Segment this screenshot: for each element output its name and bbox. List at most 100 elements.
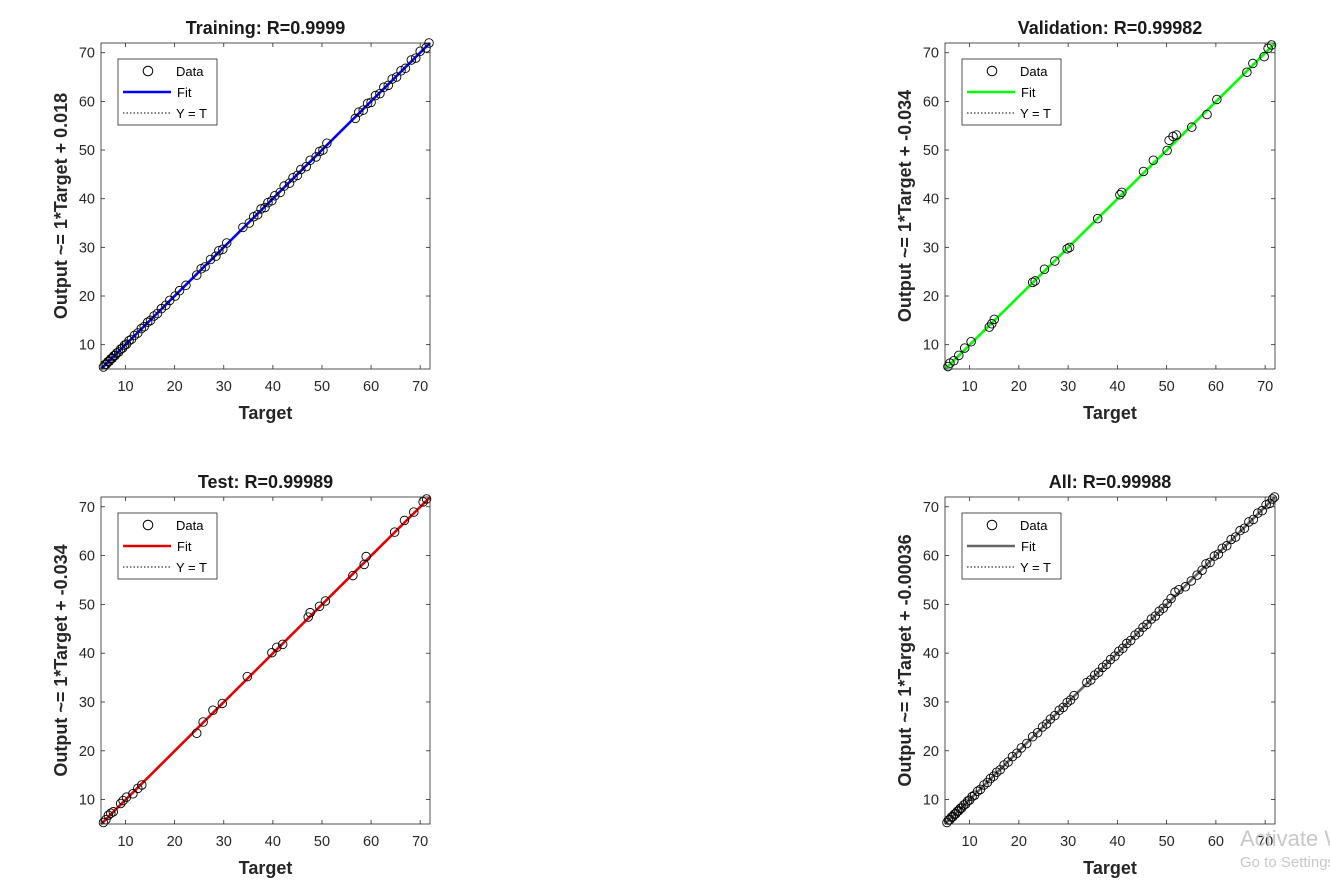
data-point <box>1235 525 1245 536</box>
legend: Data Fit Y = T <box>117 512 218 580</box>
data-point <box>242 671 253 682</box>
data-point <box>314 601 325 612</box>
data-point <box>108 807 119 817</box>
data-point <box>270 191 280 201</box>
data-point <box>984 322 995 332</box>
data-point <box>1226 534 1236 545</box>
data-point <box>1064 242 1075 253</box>
data-point <box>149 311 159 321</box>
axes-box <box>100 42 431 370</box>
data-point <box>103 810 114 820</box>
data-point <box>966 337 976 347</box>
data-point <box>1162 145 1172 156</box>
y-tick-label: 30 <box>79 695 95 711</box>
legend: Data Fit Y = T <box>117 58 218 126</box>
data-point <box>1212 94 1222 105</box>
data-point <box>959 343 970 353</box>
training-subplot: 10 20 30 40 50 60 70 10 20 30 40 50 60 70 Training: R=… <box>51 18 434 423</box>
x-tick-label: 40 <box>1109 834 1125 850</box>
data-point <box>400 63 411 74</box>
x-tick-label: 70 <box>412 834 428 850</box>
data-point <box>1069 690 1079 701</box>
data-point <box>174 285 185 296</box>
data-point <box>198 717 208 727</box>
legend-entry: Data <box>176 518 204 533</box>
data-point <box>267 195 277 206</box>
data-point <box>1205 557 1215 568</box>
x-tick-label: 10 <box>962 379 978 395</box>
data-point <box>115 798 126 809</box>
data-point <box>1138 166 1149 177</box>
y-tick-label: 10 <box>79 793 95 809</box>
legend-entry: Fit <box>1021 539 1036 554</box>
data-point <box>1027 277 1038 288</box>
data-point <box>137 780 147 790</box>
legend-entry: Data <box>176 64 204 79</box>
data-point <box>311 152 321 162</box>
y-tick-label: 50 <box>923 143 939 159</box>
y-tick-label: 60 <box>923 549 939 565</box>
legend-data-marker <box>142 65 154 77</box>
x-tick-label: 10 <box>117 834 133 850</box>
data-point <box>1221 541 1232 551</box>
data-point <box>277 639 288 650</box>
data-point <box>192 270 202 280</box>
axes-box <box>944 42 1276 370</box>
data-point <box>1171 130 1182 140</box>
x-tick-label: 50 <box>314 834 330 850</box>
x-tick-label: 40 <box>265 834 281 850</box>
y-tick-label: 50 <box>79 143 95 159</box>
validation-subplot: 10 20 30 40 50 60 70 10 20 30 40 50 60 70 Validation: … <box>895 18 1277 423</box>
y-tick-label: 60 <box>79 549 95 565</box>
x-tick-label: 30 <box>1060 834 1076 850</box>
y-tick-label: 60 <box>923 94 939 110</box>
data-point <box>350 113 361 124</box>
y-tick-label: 20 <box>923 744 939 760</box>
y-axis-label: Output ~= 1*Target + -0.034 <box>51 544 71 776</box>
y-tick-label: 10 <box>923 338 939 354</box>
data-point <box>181 280 191 291</box>
data-point <box>954 806 964 816</box>
data-point <box>949 355 959 366</box>
data-point <box>409 507 419 517</box>
data-point <box>991 767 1002 778</box>
data-point <box>1022 738 1032 749</box>
data-point <box>211 251 221 261</box>
x-tick-label: 30 <box>216 834 232 850</box>
x-tick-label: 60 <box>1208 379 1224 395</box>
data-point <box>1062 244 1072 254</box>
y-tick-label: 70 <box>79 46 95 62</box>
data-point <box>418 497 428 507</box>
chart-title: All: R=0.99988 <box>1049 472 1172 492</box>
x-tick-label: 20 <box>1011 834 1027 850</box>
x-tick-label: 50 <box>1159 834 1175 850</box>
legend-entry: Y = T <box>1020 560 1051 575</box>
y-axis-label: Output ~= 1*Target + 0.018 <box>51 93 71 319</box>
x-tick-label: 60 <box>1208 834 1224 850</box>
data-point <box>142 317 153 328</box>
data-point <box>411 53 421 63</box>
data-point <box>379 82 389 93</box>
x-axis-label: Target <box>1083 403 1137 423</box>
legend-entry: Y = T <box>176 560 207 575</box>
data-point <box>1192 570 1202 580</box>
y-tick-label: 10 <box>79 338 95 354</box>
data-point <box>292 170 303 181</box>
data-point <box>1242 67 1252 77</box>
data-point <box>238 222 248 233</box>
all-subplot: 10 20 30 40 50 60 70 10 20 30 40 50 60 70 All: R=0.999… <box>895 472 1280 878</box>
data-point <box>1201 559 1211 569</box>
data-point <box>1253 508 1263 518</box>
data-point <box>362 98 373 109</box>
data-point <box>279 181 289 191</box>
data-point <box>354 107 364 117</box>
x-tick-label: 50 <box>314 379 330 395</box>
data-point <box>964 795 975 805</box>
y-tick-label: 60 <box>79 94 95 110</box>
data-point <box>128 788 138 799</box>
y-tick-label: 20 <box>79 744 95 760</box>
data-point <box>288 173 298 183</box>
data-point <box>322 138 332 148</box>
y-tick-label: 70 <box>79 500 95 516</box>
data-point <box>358 105 368 115</box>
